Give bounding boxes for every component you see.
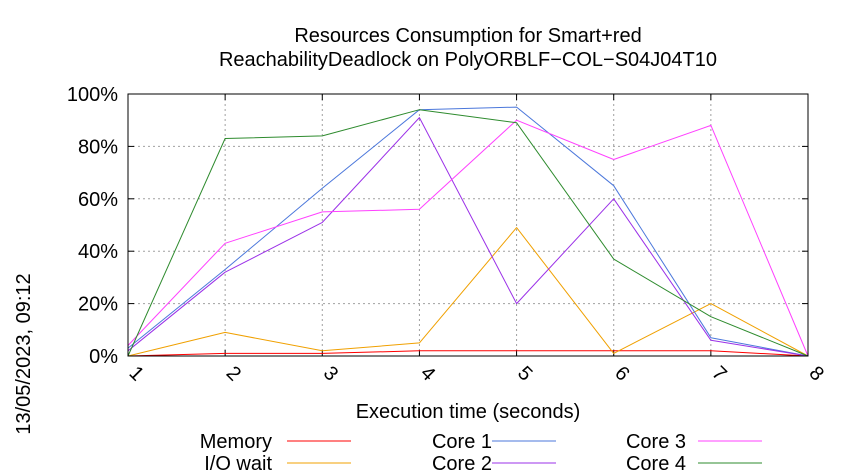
x-axis-label: Execution time (seconds) (356, 401, 581, 423)
x-tick-label: 1 (125, 362, 148, 385)
series-line-core-3 (127, 119, 809, 357)
y-tick-label: 60% (78, 189, 118, 211)
y-tick-label: 0% (89, 346, 118, 368)
series-line-i-o-wait (127, 227, 809, 357)
series-line-memory (127, 350, 809, 357)
series-line-core-2 (127, 117, 809, 357)
series-line-core-1 (127, 106, 809, 357)
plot-frame (127, 93, 809, 357)
x-tick-label: 5 (513, 362, 536, 385)
legend-label-core-4: Core 4 (626, 453, 686, 475)
timestamp-label: 13/05/2023, 09:12 (13, 273, 35, 434)
y-tick-label: 20% (78, 294, 118, 316)
chart-title-line-1: Resources Consumption for Smart+red (294, 25, 641, 47)
y-tick-label: 40% (78, 241, 118, 263)
x-tick-label: 4 (416, 362, 439, 385)
x-tick-label: 6 (610, 362, 633, 385)
legend-label-core-3: Core 3 (626, 431, 686, 453)
y-tick-label: 100% (67, 84, 118, 106)
legend-label-memory: Memory (200, 431, 272, 453)
x-tick-label: 2 (222, 362, 245, 385)
y-axis-ticks: 0% 20% 40% 60% 80% 100% (67, 84, 808, 368)
chart-title-line-2: ReachabilityDeadlock on PolyORBLF−COL−S0… (219, 49, 717, 71)
series-lines (127, 106, 809, 357)
x-tick-label: 7 (707, 362, 730, 385)
series-line-core-4 (127, 109, 809, 357)
grid-lines (128, 94, 808, 356)
x-tick-label: 8 (805, 362, 828, 385)
legend-label-core-2: Core 2 (432, 453, 492, 475)
x-tick-label: 3 (319, 362, 342, 385)
legend-label-core-1: Core 1 (432, 431, 492, 453)
legend-label-i-o-wait: I/O wait (204, 453, 272, 475)
y-tick-label: 80% (78, 136, 118, 158)
